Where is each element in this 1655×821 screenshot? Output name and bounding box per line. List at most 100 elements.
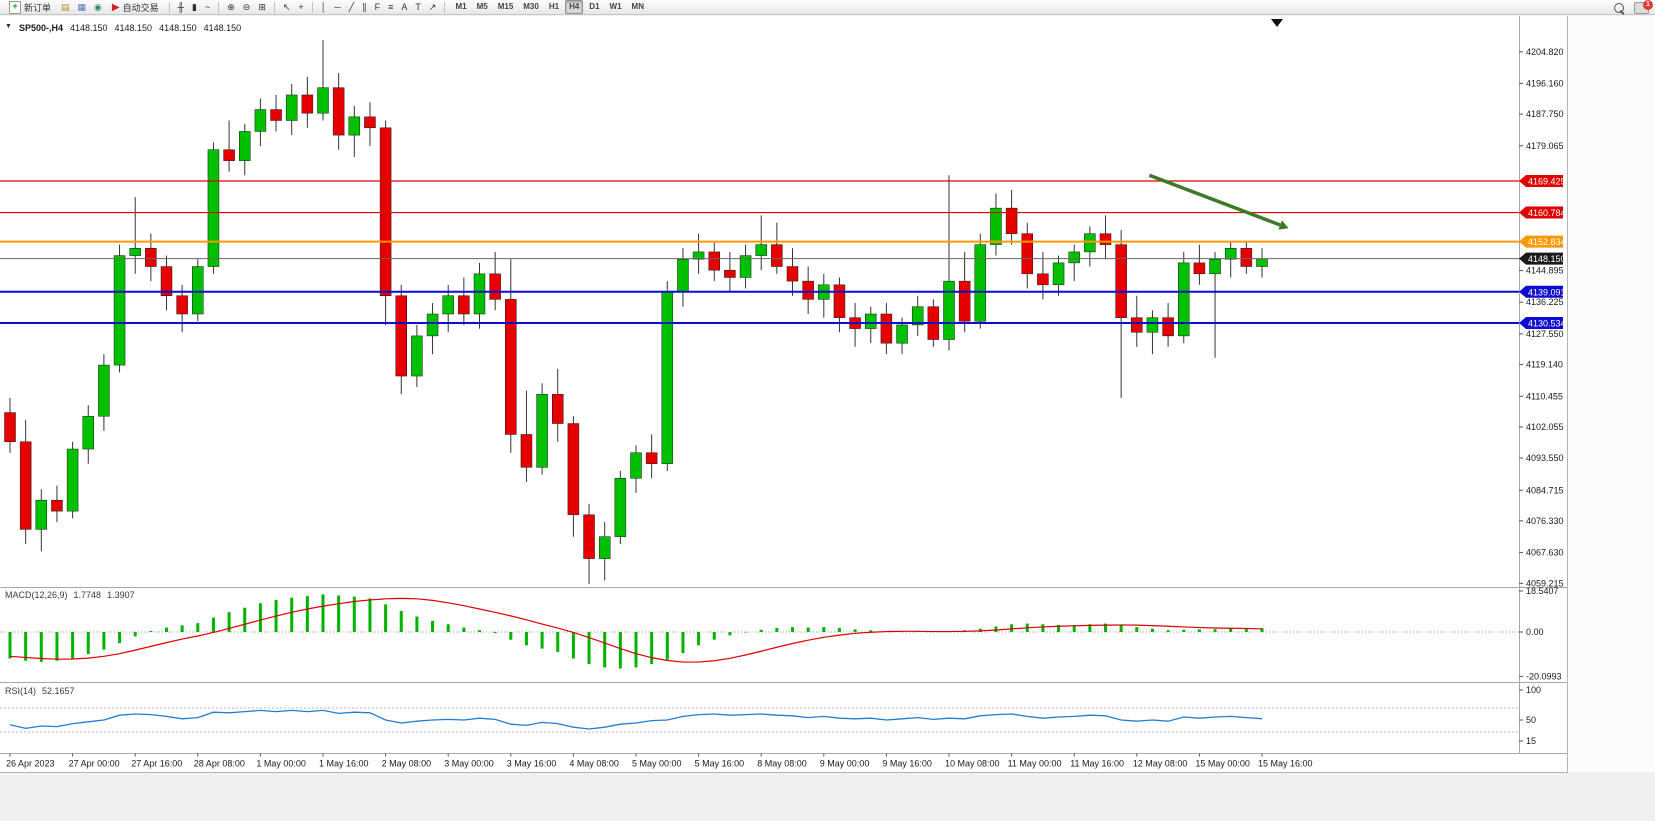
crosshair-icon[interactable]: + [298,2,304,12]
text-label-icon[interactable]: T [415,2,421,12]
svg-text:4144.895: 4144.895 [1526,266,1564,276]
svg-text:15 May 16:00: 15 May 16:00 [1258,759,1313,769]
cursor-icon[interactable]: ↖ [282,1,291,12]
fibonacci-icon[interactable]: F [374,2,381,12]
toolbar-separator [444,1,446,13]
time-axis: 26 Apr 2023 27 Apr 00:00 27 Apr 16:00 28 Ap… [6,753,1313,769]
indicator-axes: 18.5407 0.00 -20.0993 100 50 15 [1519,586,1562,746]
bar-chart-icon[interactable]: ╫ [177,2,185,12]
svg-text:4127.550: 4127.550 [1526,329,1564,339]
text-icon[interactable]: A [401,2,408,12]
new-order-button[interactable]: + 新订单 [4,0,56,15]
tile-windows-icon[interactable]: ⊞ [258,1,266,12]
price-axis: 4204.820 4196.160 4187.750 4179.065 4144.895… [1519,47,1566,588]
rsi-name: RSI(14) [5,686,37,696]
svg-text:4093.550: 4093.550 [1526,453,1564,463]
timeframe-button-m1[interactable]: M1 [455,2,467,11]
symbol-name: SP500-,H4 [18,23,63,33]
svg-text:50: 50 [1526,715,1536,725]
candlestick-chart-icon[interactable]: ▮ [192,1,197,12]
pane-frame [0,16,1567,754]
charts-grid-icon[interactable]: ▦ [77,1,87,12]
svg-text:4179.065: 4179.065 [1526,141,1564,151]
toolbar-right: 1 [1614,0,1653,15]
timeframe-button-m15[interactable]: M15 [497,2,514,11]
timeframe-button-w1[interactable]: W1 [609,2,622,11]
trend-arrow [1148,173,1289,230]
channel-icon[interactable]: ∥ [362,1,367,12]
svg-text:11 May 16:00: 11 May 16:00 [1070,759,1124,769]
chart-canvas[interactable]: 4204.820 4196.160 4187.750 4179.065 4144.895… [0,16,1567,772]
timeframe-button-mn[interactable]: MN [631,2,644,11]
svg-text:0.00: 0.00 [1526,627,1544,637]
profiles-icon[interactable]: ▤ [61,1,70,12]
timeframe-button-d1[interactable]: D1 [589,2,600,11]
svg-text:9 May 00:00: 9 May 00:00 [820,759,870,769]
svg-text:18.5407: 18.5407 [1526,586,1559,596]
svg-text:1 May 00:00: 1 May 00:00 [256,759,306,769]
svg-text:4110.455: 4110.455 [1526,391,1563,401]
svg-text:4204.820: 4204.820 [1526,47,1564,57]
svg-text:4187.750: 4187.750 [1526,109,1564,119]
svg-text:8 May 08:00: 8 May 08:00 [757,759,807,769]
toolbar-separator [218,1,220,13]
auto-trading-label: 自动交易 [122,2,159,13]
svg-text:15: 15 [1526,736,1536,746]
new-order-label: 新订单 [24,2,52,13]
svg-text:4148.150: 4148.150 [1528,254,1566,264]
ohlc-high: 4148.150 [114,23,153,33]
svg-text:4169.429: 4169.429 [1528,177,1566,187]
macd-name: MACD(12,26,9) [5,590,68,600]
svg-text:4059.215: 4059.215 [1526,578,1564,588]
line-chart-icon[interactable]: ~ [204,2,211,12]
svg-text:12 May 08:00: 12 May 08:00 [1133,759,1188,769]
svg-text:4130.534: 4130.534 [1528,318,1566,328]
toolbar-separator [311,1,313,13]
svg-text:2 May 08:00: 2 May 08:00 [382,759,432,769]
auto-trading-button[interactable]: ▶ 自动交易 [107,0,164,15]
market-watch-icon[interactable]: ◉ [94,1,102,12]
main-toolbar: + 新订单 ▤ ▦ ◉ ▶ 自动交易 ╫ ▮ ~ ⊕ ⊖ ⊞ ↖ + │ ─ ╱ ∥ F ≡ A T ↗ M1 M5 M… [0,0,1655,15]
zoom-in-icon[interactable]: ⊕ [227,1,235,12]
ohlc-low: 4148.150 [159,23,197,33]
macd-main-value: 1.7748 [73,590,102,600]
svg-text:4152.834: 4152.834 [1528,237,1566,247]
svg-text:15 May 00:00: 15 May 00:00 [1195,759,1250,769]
svg-text:10 May 08:00: 10 May 08:00 [945,759,1000,769]
shift-marker-icon[interactable] [1271,19,1283,27]
macd-signal-value: 1.3907 [107,590,135,600]
arrows-icon[interactable]: ↗ [428,1,437,12]
rsi-pane [0,707,1519,733]
svg-text:3 May 00:00: 3 May 00:00 [444,759,494,769]
toolbar-tools: ╫ ▮ ~ ⊕ ⊖ ⊞ ↖ + │ ─ ╱ ∥ F ≡ A T ↗ [166,0,449,15]
auto-trading-icon: ▶ [111,1,120,13]
new-order-icon: + [9,0,21,14]
trendline-icon[interactable]: ╱ [348,1,355,12]
svg-text:4160.784: 4160.784 [1528,208,1566,218]
toolbar-separator [273,1,275,13]
svg-text:27 Apr 16:00: 27 Apr 16:00 [131,759,182,769]
status-strip [0,773,1655,821]
timeframe-button-m5[interactable]: M5 [476,2,488,11]
svg-text:5 May 16:00: 5 May 16:00 [695,759,745,769]
toolbar-icons-left: ▤ ▦ ◉ [58,0,105,15]
symbol-dropdown-icon[interactable]: ▼ [5,23,12,30]
macd-indicator-label: MACD(12,26,9) 1.7748 1.3907 [5,590,135,600]
ohlc-close: 4148.150 [203,23,242,33]
svg-text:100: 100 [1526,685,1541,695]
objects-list-icon[interactable]: ≡ [388,2,394,12]
svg-text:4139.091: 4139.091 [1528,287,1566,297]
svg-text:4067.630: 4067.630 [1526,548,1564,558]
timeframe-button-m30[interactable]: M30 [523,2,539,11]
rsi-indicator-label: RSI(14) 52.1657 [5,686,75,696]
zoom-out-icon[interactable]: ⊖ [242,1,251,12]
vertical-line-icon[interactable]: │ [320,2,327,12]
svg-text:4136.225: 4136.225 [1526,297,1564,307]
notifications-icon[interactable]: 1 [1634,0,1653,14]
horizontal-line-icon[interactable]: ─ [334,2,341,12]
search-icon[interactable] [1614,2,1624,13]
timeframe-button-h4[interactable]: H4 [565,0,584,14]
right-margin-area [1568,16,1655,772]
svg-text:4102.055: 4102.055 [1526,422,1564,432]
timeframe-button-h1[interactable]: H1 [548,2,560,11]
